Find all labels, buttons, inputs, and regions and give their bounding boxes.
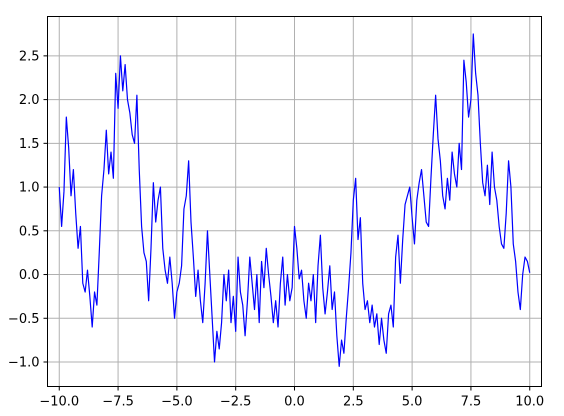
y-tick-label: −1.0: [8, 356, 40, 371]
x-tick-label: −10.0: [39, 395, 79, 410]
y-tick-label: 1.0: [19, 181, 40, 196]
x-axis: −10.0 −7.5 −5.0 −2.5 0.0 2.5 5.0 7.5 10.0: [39, 386, 544, 410]
x-tick-label: 10.0: [515, 395, 544, 410]
y-tick-label: 2.5: [19, 49, 40, 64]
x-tick-label: 0.0: [284, 395, 305, 410]
y-tick-label: 0.0: [19, 268, 40, 283]
y-tick-label: 1.5: [19, 137, 40, 152]
y-axis: −1.0 −0.5 0.0 0.5 1.0 1.5 2.0 2.5: [8, 49, 48, 371]
x-tick-label: −7.5: [102, 395, 134, 410]
y-tick-label: −0.5: [8, 312, 40, 327]
x-tick-label: 2.5: [343, 395, 364, 410]
x-tick-label: −5.0: [161, 395, 193, 410]
y-tick-label: 2.0: [19, 93, 40, 108]
series-layer: [58, 33, 531, 367]
x-tick-label: 7.5: [461, 395, 482, 410]
x-tick-label: 5.0: [402, 395, 423, 410]
series-line-0: [58, 33, 531, 367]
y-tick-label: 0.5: [19, 224, 40, 239]
x-tick-label: −2.5: [220, 395, 252, 410]
